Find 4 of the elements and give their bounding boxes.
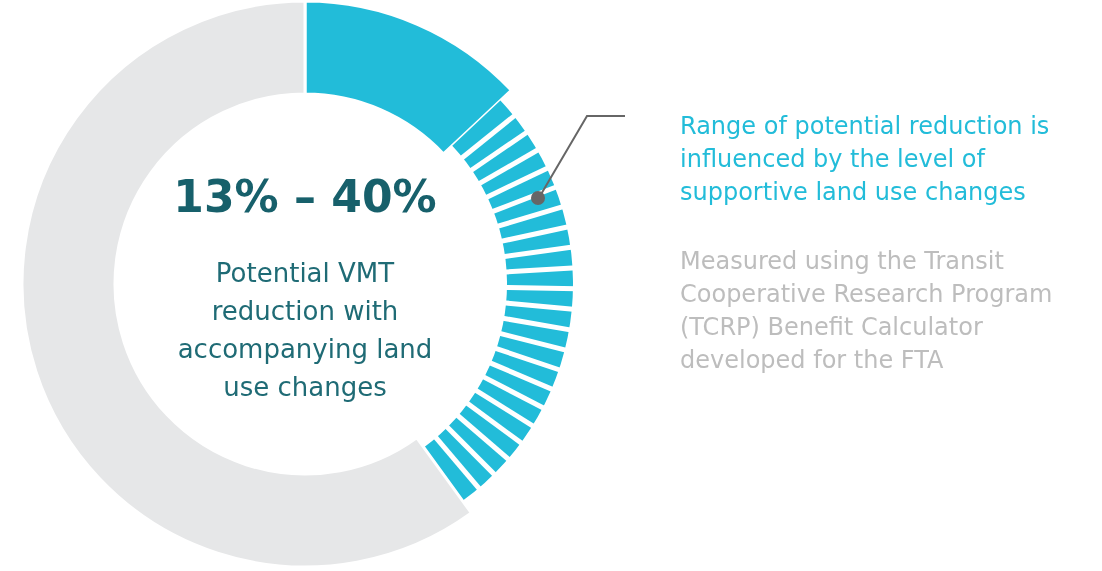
text: Measured using the Transit Cooperative Research Program (TCRP) Benefit Calculator developed for the FTA — [680, 247, 1053, 374]
text: Range of potential reduction is influenced by the level of supportive land use changes — [680, 112, 1050, 206]
text: 13% – 40% — [173, 171, 437, 222]
text: Potential VMT reduction with accompanying land use changes — [177, 258, 433, 402]
